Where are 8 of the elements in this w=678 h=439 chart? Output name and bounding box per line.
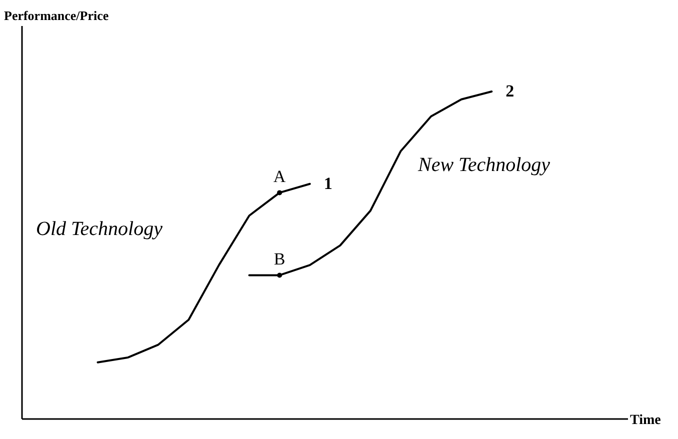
text: Performance/Price — [4, 8, 109, 24]
annotation: A — [273, 167, 286, 186]
annotation: Old Technology — [36, 218, 162, 241]
x-axis-title: Time — [630, 413, 661, 429]
annotation: New Technology — [418, 154, 550, 177]
series-label: 1 — [324, 174, 332, 193]
annotation: B — [274, 250, 286, 269]
series-label: 2 — [506, 82, 514, 100]
